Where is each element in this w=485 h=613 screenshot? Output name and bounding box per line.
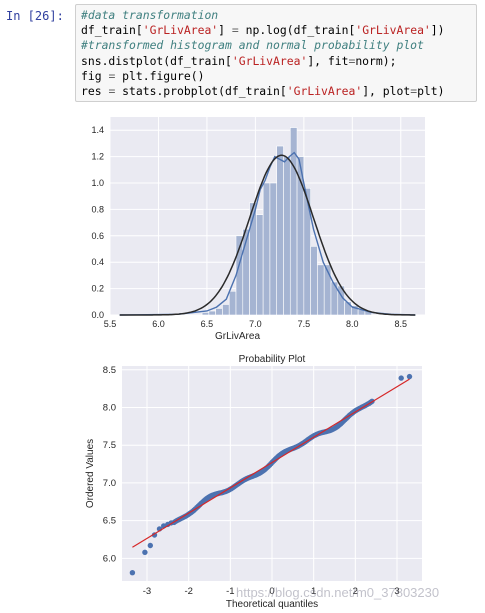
code-editor[interactable]: #data transformation df_train['GrLivArea'…	[75, 4, 477, 102]
y-tick-label: 0.4	[91, 257, 104, 267]
code-line: res = stats.probplot(df_train['GrLivArea…	[81, 84, 471, 99]
code-token: stats.probplot(df_train[	[115, 83, 287, 98]
code-token: sns.distplot(df_train[	[81, 53, 232, 68]
histogram-bar	[276, 145, 284, 316]
code-token: ]	[218, 23, 232, 38]
y-tick-label: 1.4	[91, 125, 104, 135]
data-point	[406, 373, 413, 380]
x-tick-label: -2	[184, 586, 192, 597]
code-line: #transformed histogram and normal probab…	[81, 38, 471, 53]
x-tick-label: 8.5	[395, 319, 408, 329]
data-point	[142, 549, 148, 555]
histogram-bar	[228, 290, 237, 316]
x-tick-label: 2	[353, 586, 358, 597]
normal-fit-line	[119, 154, 416, 316]
cell-output: 5.5 6.0 6.5 7.0 7.5 8.0 8.5 0.0 0.2 0.4 0.6 0.8 1.0 1…	[75, 105, 485, 613]
x-tick-label: 5.5	[104, 319, 117, 329]
histogram-bar	[262, 182, 271, 316]
code-token: 'GrLivArea'	[355, 23, 431, 38]
y-tick-label: 8.0	[103, 402, 116, 413]
code-token: 'GrLivArea'	[231, 53, 308, 68]
x-tick-label: -3	[143, 586, 151, 597]
code-line: sns.distplot(df_train['GrLivArea'], fit=…	[81, 54, 471, 69]
histogram-bar	[310, 246, 318, 316]
histogram-bar	[215, 308, 223, 316]
cell-prompt: In [26]:	[6, 9, 64, 23]
y-tick-label: 7.0	[103, 478, 116, 489]
histogram-bar	[317, 264, 325, 316]
code-token: =	[410, 83, 418, 98]
code-token: ], fit	[307, 53, 349, 68]
x-tick-label: 1	[311, 586, 316, 597]
y-tick-label: 1.2	[91, 152, 104, 162]
code-token: plt.figure()	[115, 68, 205, 83]
code-token: np.log(df_train[	[238, 23, 356, 38]
y-tick-label: 0.6	[91, 231, 104, 241]
histogram-bar	[256, 214, 264, 316]
chart-title: Probability Plot	[239, 354, 306, 365]
y-tick-label: 7.5	[103, 440, 116, 451]
data-point	[129, 570, 136, 576]
data-point	[147, 542, 153, 549]
probability-plot: -3 -2 -1 0 1 2 3 6.0 6.5 7.0 7.5 8.0 8.5 Probability …	[85, 354, 422, 610]
code-token: #data transformation	[81, 8, 219, 22]
x-tick-label: 7.5	[298, 319, 311, 329]
y-tick-label: 6.5	[103, 516, 116, 527]
code-token: plt)	[417, 83, 445, 98]
x-tick-label: 7.0	[249, 319, 262, 329]
x-tick-label: 0	[269, 586, 274, 597]
x-tick-label: 6.5	[201, 319, 214, 329]
code-token: fig	[81, 68, 109, 83]
kde-line	[119, 151, 416, 316]
x-tick-label: 6.0	[152, 319, 165, 329]
code-token: ])	[430, 23, 445, 38]
x-tick-label: 3	[394, 586, 399, 597]
histogram-bar	[201, 312, 210, 316]
code-token: 'GrLivArea'	[286, 83, 363, 98]
x-axis-label: GrLivArea	[215, 331, 260, 342]
code-token: =	[348, 53, 356, 68]
code-token: 'GrLivArea'	[142, 23, 219, 38]
code-token: #transformed histogram and normal probab…	[81, 38, 424, 53]
code-line: fig = plt.figure()	[81, 69, 471, 84]
distribution-plot: 5.5 6.0 6.5 7.0 7.5 8.0 8.5 0.0 0.2 0.4 0.6 0.8 1.0 1…	[91, 117, 425, 342]
y-tick-label: 0.0	[91, 310, 104, 320]
y-tick-label: 0.2	[91, 284, 104, 294]
code-line: #data transformation	[81, 8, 471, 23]
y-axis-label: Ordered Values	[85, 439, 96, 508]
y-tick-label: 8.5	[103, 365, 116, 376]
watermark: https://blog.csdn.net/m0_37803230	[236, 585, 440, 600]
data-point	[398, 375, 404, 381]
code-token: =	[231, 23, 239, 38]
y-tick-label: 1.0	[91, 178, 104, 188]
histogram-bar	[283, 156, 291, 316]
x-tick-label: 8.0	[346, 319, 359, 329]
histogram-bar	[222, 304, 230, 316]
x-tick-label: -1	[226, 586, 234, 597]
code-token: =	[108, 83, 116, 98]
code-token: =	[108, 68, 116, 83]
fit-line	[132, 378, 410, 548]
y-tick-label: 6.0	[103, 553, 116, 564]
code-token: df_train[	[81, 23, 143, 38]
y-tick-label: 0.8	[91, 204, 104, 214]
code-token: ], plot	[362, 83, 411, 98]
histogram-bar	[208, 310, 216, 316]
code-line: df_train['GrLivArea'] = np.log(df_train[…	[81, 23, 471, 38]
code-token: res	[81, 83, 109, 98]
x-axis-label: Theoretical quantiles	[226, 599, 318, 610]
histogram-bar	[269, 182, 278, 316]
code-token: norm);	[355, 53, 397, 68]
